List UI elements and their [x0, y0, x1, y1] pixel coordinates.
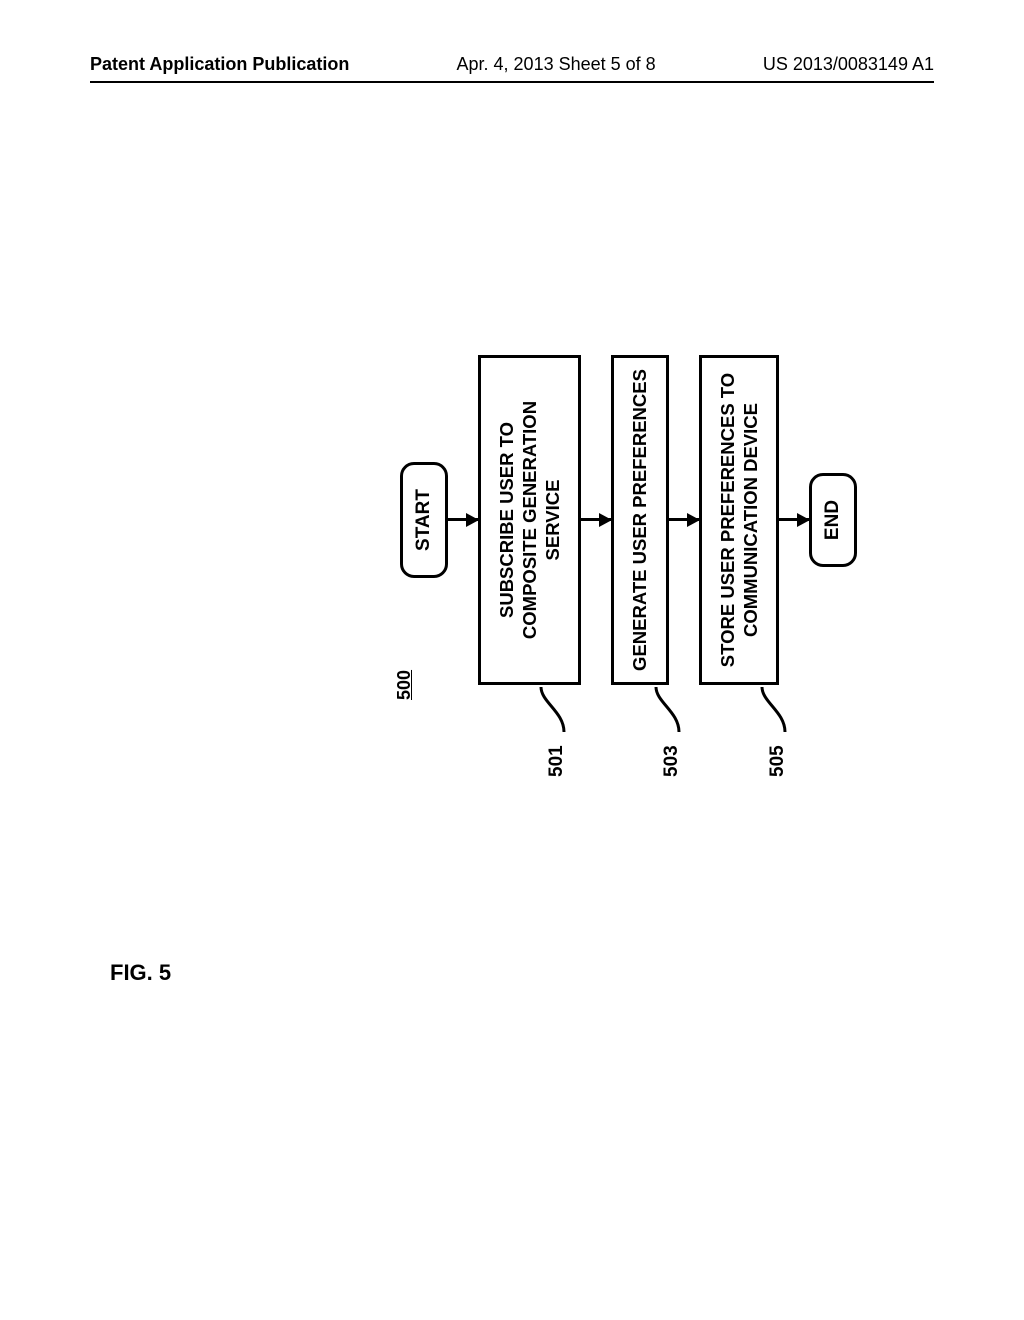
- node-s2-label: GENERATE USER PREFERENCES: [629, 369, 650, 671]
- page-header: Patent Application Publication Apr. 4, 2…: [0, 54, 1024, 89]
- leader-icon: [760, 682, 790, 732]
- figure-label: FIG. 5: [110, 960, 171, 985]
- header-rule: [90, 81, 934, 83]
- page: Patent Application Publication Apr. 4, 2…: [0, 0, 1024, 1320]
- node-s1: SUBSCRIBE USER TO COMPOSITE GENERATION S…: [478, 355, 581, 685]
- leader-icon: [539, 682, 569, 732]
- header-right: US 2013/0083149 A1: [763, 54, 934, 75]
- node-s2-ref: 503: [660, 745, 684, 777]
- node-start: START: [400, 462, 448, 578]
- flowchart: 500 START SUBSCRIBE USER TO COMPOSITE GE…: [400, 340, 857, 700]
- arrow-start-s1: [448, 519, 478, 522]
- arrow-s3-end: [779, 519, 809, 522]
- node-s3-ref: 505: [766, 745, 790, 777]
- node-end-label: END: [822, 500, 843, 540]
- header-mid: Apr. 4, 2013 Sheet 5 of 8: [457, 54, 656, 75]
- node-s2: GENERATE USER PREFERENCES 503: [611, 355, 668, 685]
- node-end: END: [809, 473, 857, 567]
- node-s1-ref: 501: [545, 745, 569, 777]
- figure-label-container: FIG. 5: [110, 960, 171, 986]
- node-s3-label: STORE USER PREFERENCES TO COMMUNICATION …: [717, 373, 761, 667]
- flowchart-ref: 500: [394, 670, 415, 700]
- header-row: Patent Application Publication Apr. 4, 2…: [90, 54, 934, 75]
- node-s3: STORE USER PREFERENCES TO COMMUNICATION …: [699, 355, 779, 685]
- node-s1-label: SUBSCRIBE USER TO COMPOSITE GENERATION S…: [496, 401, 563, 639]
- arrow-s1-s2: [581, 519, 611, 522]
- flowchart-column: START SUBSCRIBE USER TO COMPOSITE GENERA…: [400, 340, 857, 700]
- leader-icon: [654, 682, 684, 732]
- flowchart-canvas: 500 START SUBSCRIBE USER TO COMPOSITE GE…: [400, 340, 660, 740]
- arrow-s2-s3: [669, 519, 699, 522]
- header-left: Patent Application Publication: [90, 54, 349, 75]
- node-start-label: START: [413, 489, 434, 551]
